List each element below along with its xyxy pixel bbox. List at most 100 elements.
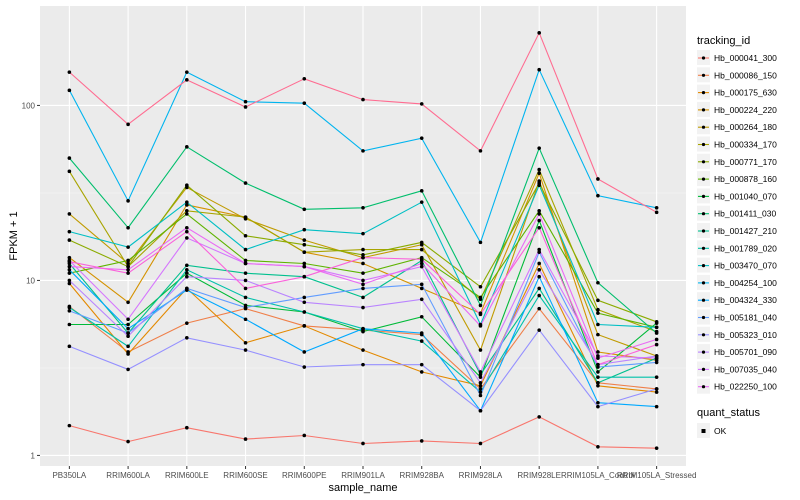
data-point [596,370,600,374]
data-point [243,437,248,441]
data-point [126,439,130,444]
legend-label: Hb_004254_100 [714,278,777,288]
data-point [185,274,189,279]
data-point [302,274,307,279]
data-point [126,199,130,203]
data-point [185,225,189,230]
data-point [537,415,541,419]
legend-label: Hb_000041_300 [714,53,777,63]
data-point [361,329,365,334]
data-point [67,268,72,272]
data-point [654,321,659,325]
data-point [361,253,365,257]
data-point [419,102,424,106]
data-point [243,271,248,275]
data-point [654,446,659,450]
data-point [361,261,365,266]
data-point [596,404,600,409]
data-point [243,258,248,263]
x-axis-title: sample_name [328,482,397,494]
data-point [67,322,72,327]
data-point [361,231,365,236]
x-axis: PB350LA RRIM600LA RRIM600LE RRIM600SE RRIM60… [52,466,696,480]
legend-label: Hb_007035_040 [714,364,777,374]
data-point [185,286,189,291]
data-point [478,284,483,289]
data-point [537,225,541,230]
data-point [596,307,600,312]
data-point [302,324,307,328]
data-point [185,145,189,149]
data-point [67,238,72,242]
legend: tracking_id Hb_000041_300Hb_000086_150Hb… [697,35,777,438]
data-point [596,383,600,388]
data-point [419,257,424,262]
legend2-title: quant_status [697,407,760,419]
data-point [596,356,600,360]
legend-key-point [701,73,706,77]
data-point [478,149,483,153]
data-point [596,332,600,337]
data-point [361,206,365,210]
data-point [126,225,130,230]
legend-label: Hb_000086_150 [714,70,777,80]
data-point [361,278,365,283]
data-point [67,212,72,216]
data-point [478,324,483,328]
data-point [302,295,307,300]
data-point [243,105,248,109]
data-point [478,303,483,308]
y-axis: 1 10 100 [22,101,40,460]
data-point [185,183,189,188]
data-point [67,281,72,286]
legend-label: Hb_004324_330 [714,295,777,305]
data-point [185,200,189,204]
data-point [126,271,130,275]
x-tick-label: RRIM600SE [223,471,267,480]
data-point [67,278,72,283]
data-point [361,305,365,310]
data-point [537,218,541,223]
y-axis-title: FPKM + 1 [8,211,20,260]
data-point [243,348,248,352]
data-point [67,271,72,275]
data-point [67,259,72,264]
legend-key-point [701,160,706,164]
data-point [126,268,130,272]
data-point [478,372,483,377]
data-point [126,352,130,356]
data-point [67,88,72,93]
data-point [537,208,541,213]
data-point [361,247,365,252]
legend-key-point [701,142,706,147]
data-point [654,337,659,342]
legend-label: Hb_005181_040 [714,313,777,323]
grid-major [40,6,686,466]
data-point [596,400,600,405]
data-point [126,245,130,249]
data-point [654,206,659,210]
data-point [185,70,189,74]
legend2-key-point [701,429,706,433]
data-point [302,101,307,105]
data-point [537,146,541,150]
data-point [361,282,365,287]
series-points [67,31,659,450]
legend-key-point [701,298,706,302]
data-point [419,314,424,319]
data-point [596,177,600,181]
data-point [243,215,248,219]
data-point [302,227,307,232]
legend-label: Hb_000334_170 [714,140,777,150]
data-point [302,350,307,354]
legend-key-point [701,212,706,216]
legend-key-point [701,108,706,112]
data-point [478,348,483,352]
data-point [302,242,307,247]
data-point [126,258,130,263]
data-point [67,264,72,269]
legend-key-point [701,264,706,268]
data-point [243,317,248,322]
legend-label: Hb_003470_070 [714,261,777,271]
y-tick-label: 1 [31,451,36,460]
